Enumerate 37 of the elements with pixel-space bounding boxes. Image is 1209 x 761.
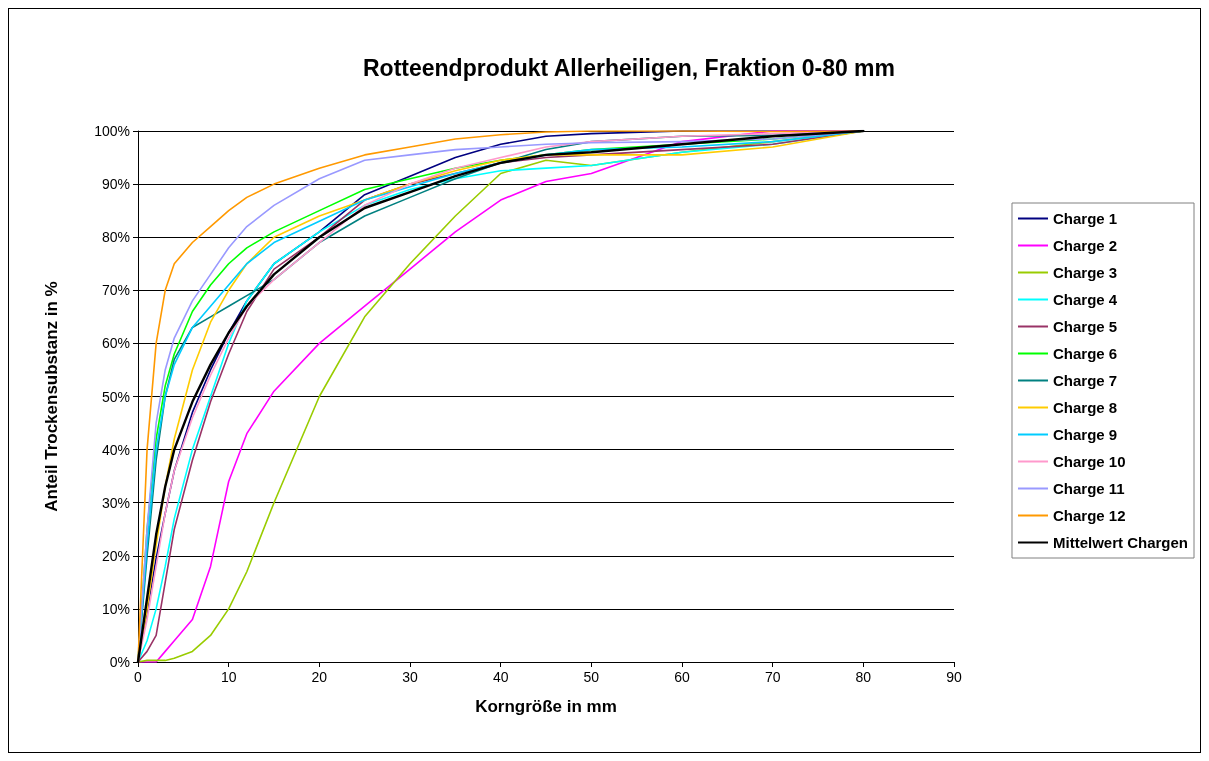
y-tick-label: 60%: [101, 335, 130, 352]
legend-label: Charge 12: [1052, 507, 1126, 524]
legend-label: Charge 5: [1052, 318, 1118, 335]
x-tick-label: 0: [134, 669, 143, 685]
y-tick-label: 30%: [101, 494, 130, 511]
x-tick-label: 80: [855, 669, 872, 685]
legend-label: Charge 3: [1052, 264, 1118, 281]
y-tick-label: 80%: [101, 229, 130, 246]
y-axis-title: Anteil Trockensubstanz in %: [42, 281, 61, 512]
x-tick-label: 20: [311, 669, 328, 685]
x-tick-label: 90: [946, 669, 962, 685]
legend-label: Charge 8: [1052, 399, 1118, 416]
x-tick-label: 10: [220, 669, 237, 685]
x-tick-label: 40: [492, 669, 509, 685]
legend-label: Charge 10: [1052, 453, 1126, 470]
x-axis-title: Korngröße in mm: [475, 697, 617, 716]
legend-label: Charge 9: [1052, 426, 1118, 443]
legend-label: Charge 11: [1052, 480, 1125, 497]
x-tick-label: 60: [674, 669, 690, 685]
y-tick-label: 0%: [109, 654, 130, 670]
y-tick-label: 70%: [101, 282, 130, 299]
chart-title: Rotteendprodukt Allerheiligen, Fraktion 0-80 mm: [362, 54, 896, 81]
y-tick-label: 20%: [101, 547, 130, 564]
y-tick-label: 100%: [94, 123, 130, 139]
x-tick-label: 50: [583, 669, 600, 685]
x-tick-label: 30: [402, 669, 418, 685]
y-tick-label: 10%: [101, 600, 130, 617]
legend-label: Charge 2: [1052, 237, 1118, 254]
legend-label: Charge 6: [1052, 345, 1118, 362]
y-tick-label: 50%: [101, 388, 130, 405]
y-tick-label: 90%: [101, 176, 130, 193]
legend-label: Mittelwert Chargen: [1052, 534, 1188, 551]
legend-label: Charge 1: [1052, 210, 1118, 227]
legend-label: Charge 7: [1052, 372, 1118, 389]
x-tick-label: 70: [764, 669, 781, 685]
legend-label: Charge 4: [1052, 291, 1118, 308]
y-tick-label: 40%: [101, 441, 130, 458]
